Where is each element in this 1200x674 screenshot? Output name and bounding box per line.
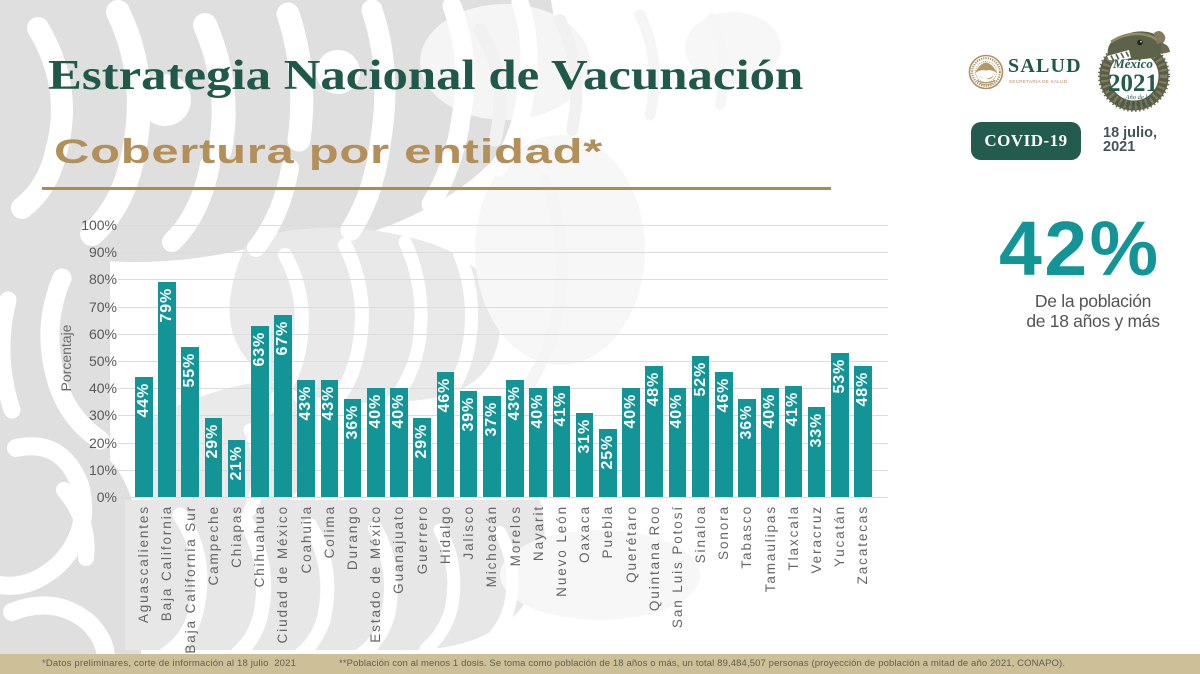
svg-text:2021: 2021	[1108, 70, 1158, 97]
svg-text:Independencia: Independencia	[1115, 102, 1151, 108]
svg-text:Año de la: Año de la	[1125, 94, 1151, 101]
svg-text:México: México	[1112, 56, 1153, 71]
